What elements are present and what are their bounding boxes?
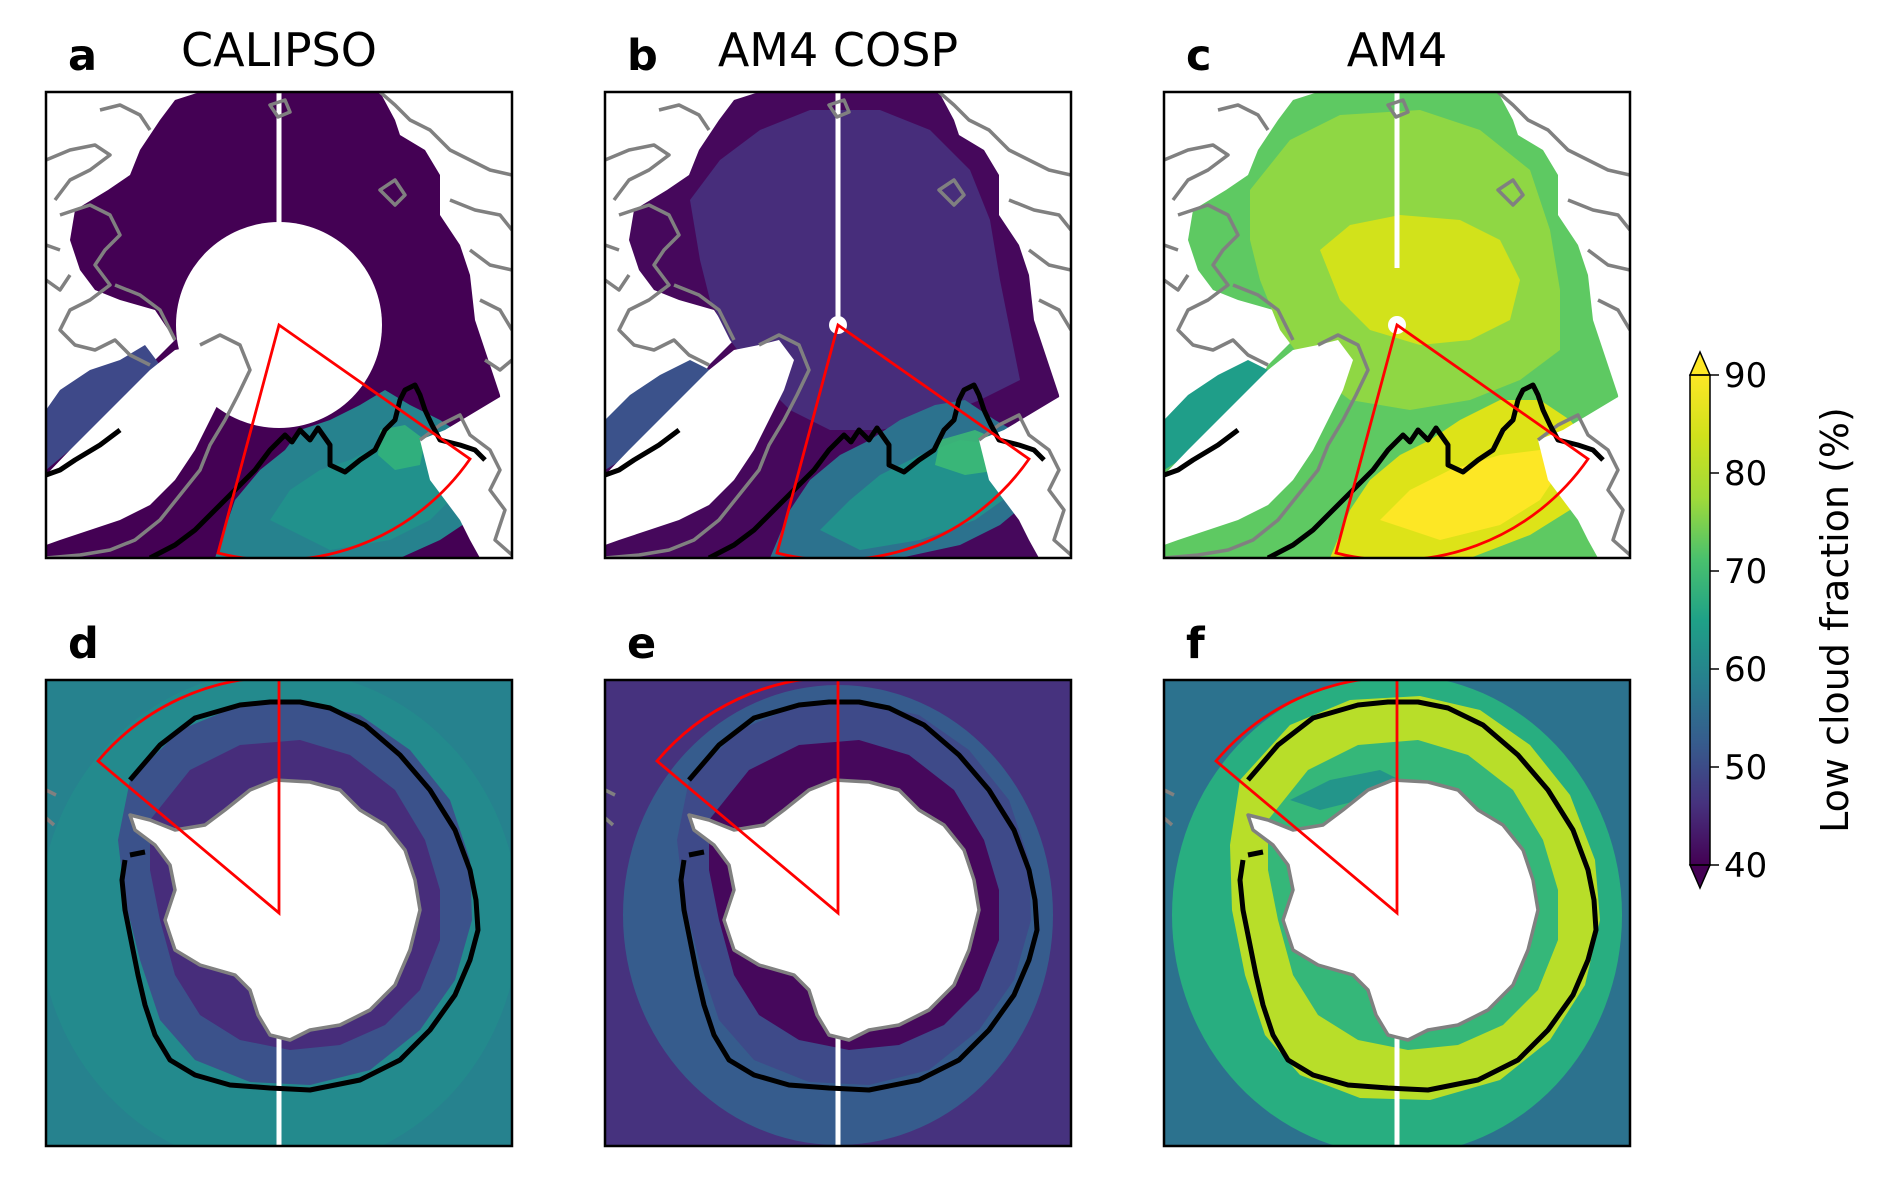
land-europe-c (1538, 390, 1630, 558)
colorbar-label: Low cloud fraction (%) (1813, 407, 1857, 833)
colorbar-gradient (1690, 375, 1710, 865)
map-frame-a (44, 90, 514, 560)
panel-title-c: AM4 (1347, 23, 1447, 77)
panel-title-a: CALIPSO (181, 23, 377, 77)
sector-outline-d (96, 680, 281, 917)
colorbar-tick-label: 80 (1724, 454, 1767, 494)
sector-outline-f (1214, 680, 1399, 917)
coastline-e (605, 778, 981, 1042)
ice-edge-f (1237, 699, 1599, 1093)
coastline-a (46, 92, 512, 558)
land-europe-b (979, 390, 1071, 558)
map-panel-d (46, 680, 512, 1146)
coastline-f (1164, 778, 1540, 1042)
ice-edge-d (119, 699, 481, 1093)
ice-edge-a (46, 382, 487, 558)
map-panel-f (1164, 680, 1630, 1146)
map-panel-c (1164, 92, 1630, 558)
map-frame-e (603, 678, 1073, 1148)
panel-label-b: b (627, 31, 658, 81)
map-panel-a (46, 92, 512, 558)
cloud-level-a-sector-high (270, 440, 460, 550)
colorbar-tick-label: 90 (1724, 356, 1767, 396)
colorbar-tick-label: 60 (1724, 650, 1767, 690)
colorbar-extend-min (1688, 864, 1712, 890)
colorbar-tick-label: 70 (1724, 552, 1767, 592)
colorbar-tick-label: 50 (1724, 748, 1767, 788)
cloud-level-b-southwest (605, 360, 710, 470)
panel-label-c: c (1186, 31, 1212, 81)
panel-label-f: f (1186, 619, 1206, 669)
map-frame-f (1162, 678, 1632, 1148)
map-frame-d (44, 678, 514, 1148)
ice-edge-c (1164, 382, 1605, 558)
land-greenland-c (1164, 340, 1353, 545)
panel-label-a: a (68, 31, 97, 81)
coastline-d (46, 778, 422, 1042)
panel-label-e: e (627, 619, 656, 669)
cloud-level-c-southwest (1164, 360, 1268, 470)
map-frame-b (603, 90, 1073, 560)
colorbar-extend-max (1688, 350, 1712, 376)
colorbar: 40 50 60 70 80 90 Low cloud fraction (%) (1688, 350, 1857, 890)
coastline-c (1164, 92, 1630, 558)
sector-outline-e (655, 680, 840, 917)
panel-title-b: AM4 COSP (718, 23, 958, 77)
sector-outline-b (775, 322, 1031, 558)
colorbar-tick-label: 40 (1724, 846, 1767, 886)
ice-edge-b (605, 382, 1046, 558)
coastline-b (605, 92, 1071, 558)
cloud-level-a-southwest (46, 345, 160, 470)
cloud-level-c-core (1320, 215, 1520, 345)
land-greenland-b (605, 340, 794, 545)
land-greenland-a (46, 340, 235, 545)
ice-edge-e (678, 699, 1040, 1093)
panel-label-d: d (68, 619, 99, 669)
sector-outline-c (1334, 322, 1590, 558)
sector-outline-a (216, 322, 472, 558)
map-panel-b (605, 92, 1071, 558)
map-panel-e (605, 680, 1071, 1146)
land-europe-a (420, 390, 512, 558)
map-frame-c (1162, 90, 1632, 560)
